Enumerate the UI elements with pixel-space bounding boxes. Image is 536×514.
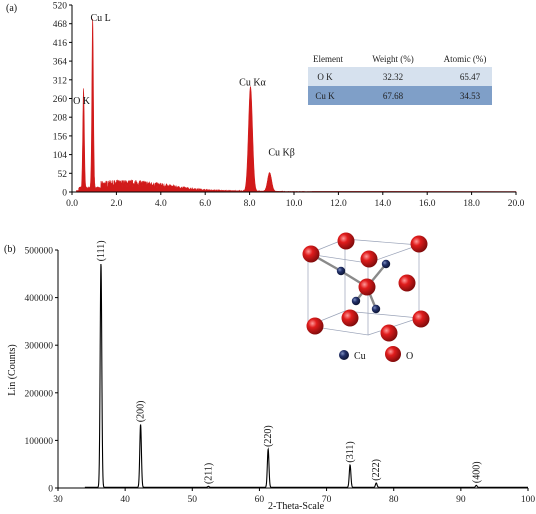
o-atom bbox=[358, 278, 376, 296]
eds-y-tick-label: 312 bbox=[53, 76, 68, 86]
table-header-weight: Weight (%) bbox=[372, 54, 414, 64]
crystal-structure-inset: Cu O bbox=[302, 232, 430, 362]
eds-peak-label: Cu Kα bbox=[239, 78, 266, 89]
xrd-peak-label: (400) bbox=[471, 461, 482, 483]
eds-peak-label: Cu L bbox=[91, 13, 111, 24]
xrd-x-tick-label: 90 bbox=[456, 495, 466, 505]
eds-x-tick-label: 18.0 bbox=[463, 199, 480, 209]
xrd-peak-label: (222) bbox=[371, 459, 382, 481]
xrd-y-tick-label: 400000 bbox=[25, 294, 54, 304]
cu-atom bbox=[371, 304, 381, 314]
o-atom bbox=[360, 250, 378, 268]
eds-x-tick-label: 16.0 bbox=[419, 199, 436, 209]
xrd-x-tick-label: 30 bbox=[53, 495, 63, 505]
table-row-2-bg bbox=[308, 86, 492, 105]
xrd-y-tick-label: 300000 bbox=[25, 342, 54, 352]
composition-table: Element Weight (%) Atomic (%) O K 32.32 … bbox=[308, 54, 492, 105]
eds-y-tick-label: 0 bbox=[62, 189, 67, 199]
eds-x-tick-label: 4.0 bbox=[155, 199, 167, 209]
table-cell-r1-c2: 32.32 bbox=[383, 72, 403, 82]
eds-y-tick-label: 520 bbox=[53, 2, 68, 12]
xrd-y-axis-title: Lin (Counts) bbox=[7, 344, 18, 395]
cu-atom bbox=[351, 296, 361, 306]
eds-x-tick-label: 2.0 bbox=[110, 199, 122, 209]
o-atom bbox=[306, 317, 324, 335]
xrd-x-tick-label: 40 bbox=[120, 495, 130, 505]
xrd-x-tick-label: 70 bbox=[322, 495, 332, 505]
table-cell-r1-c3: 65.47 bbox=[460, 72, 481, 82]
eds-x-tick-label: 14.0 bbox=[374, 199, 391, 209]
o-atom bbox=[410, 235, 428, 253]
xrd-x-axis-title: 2-Theta-Scale bbox=[268, 501, 325, 512]
legend-cu-label: Cu bbox=[354, 351, 366, 362]
xrd-peak-label: (200) bbox=[136, 400, 147, 422]
xrd-y-tick-label: 500000 bbox=[25, 247, 54, 257]
eds-x-tick-label: 8.0 bbox=[244, 199, 256, 209]
eds-y-tick-label: 52 bbox=[58, 170, 68, 180]
xrd-pattern-line bbox=[84, 263, 528, 488]
eds-y-tick-label: 260 bbox=[53, 95, 68, 105]
xrd-peak-label: (220) bbox=[263, 425, 274, 447]
eds-x-tick-label: 12.0 bbox=[330, 199, 347, 209]
cu-atom bbox=[336, 266, 346, 276]
eds-peak-label: O K bbox=[73, 96, 91, 107]
xrd-y-tick-label: 100000 bbox=[25, 437, 54, 447]
table-header-element: Element bbox=[313, 54, 343, 64]
xrd-x-tick-label: 60 bbox=[255, 495, 265, 505]
o-atom bbox=[412, 310, 430, 328]
eds-peak-label: Cu Kβ bbox=[268, 147, 294, 158]
xrd-y-tick-label: 0 bbox=[48, 485, 53, 495]
table-header-atomic: Atomic (%) bbox=[444, 54, 487, 64]
cu-atom bbox=[381, 259, 391, 269]
legend-o-label: O bbox=[406, 351, 413, 362]
legend-o-icon bbox=[385, 346, 401, 362]
xrd-peak-label: (111) bbox=[96, 240, 107, 261]
table-cell-r2-c3: 34.53 bbox=[460, 91, 481, 101]
xrd-peak-label: (311) bbox=[345, 441, 356, 462]
xrd-y-tick-label: 200000 bbox=[25, 389, 54, 399]
xrd-peak-label: (211) bbox=[203, 463, 214, 484]
o-atom bbox=[341, 309, 359, 327]
xrd-x-tick-label: 80 bbox=[389, 495, 399, 505]
eds-y-tick-label: 156 bbox=[53, 132, 68, 142]
table-cell-r2-c2: 67.68 bbox=[383, 91, 404, 101]
eds-y-tick-label: 104 bbox=[53, 151, 68, 161]
xrd-x-tick-label: 100 bbox=[521, 495, 536, 505]
o-atom bbox=[337, 232, 355, 250]
eds-panel: (a) 0 52 104 156 208 260 312 364 416 468 520 0.0 2.… bbox=[6, 2, 525, 210]
eds-y-tick-label: 416 bbox=[53, 39, 68, 49]
panel-b-label: (b) bbox=[4, 244, 16, 255]
eds-y-tick-label: 468 bbox=[53, 20, 68, 30]
eds-y-tick-label: 364 bbox=[53, 58, 68, 68]
xrd-x-tick-label: 50 bbox=[188, 495, 198, 505]
eds-y-tick-label: 208 bbox=[53, 114, 68, 124]
o-atom bbox=[380, 324, 398, 342]
panel-a-label: (a) bbox=[6, 3, 17, 14]
eds-spectrum-area bbox=[76, 18, 517, 193]
o-atom bbox=[398, 274, 416, 292]
xrd-panel: (b) 0 100000 200000 300000 400000 500000 30 40… bbox=[4, 232, 536, 512]
eds-x-tick-label: 0.0 bbox=[66, 199, 78, 209]
o-atom bbox=[302, 245, 320, 263]
table-cell-r2-c1: Cu K bbox=[315, 91, 335, 101]
eds-x-tick-label: 10.0 bbox=[286, 199, 303, 209]
eds-x-tick-label: 6.0 bbox=[199, 199, 211, 209]
legend-cu-icon bbox=[339, 350, 349, 360]
table-cell-r1-c1: O K bbox=[317, 72, 333, 82]
table-row-1-bg bbox=[308, 67, 492, 86]
eds-x-tick-label: 20.0 bbox=[508, 199, 525, 209]
